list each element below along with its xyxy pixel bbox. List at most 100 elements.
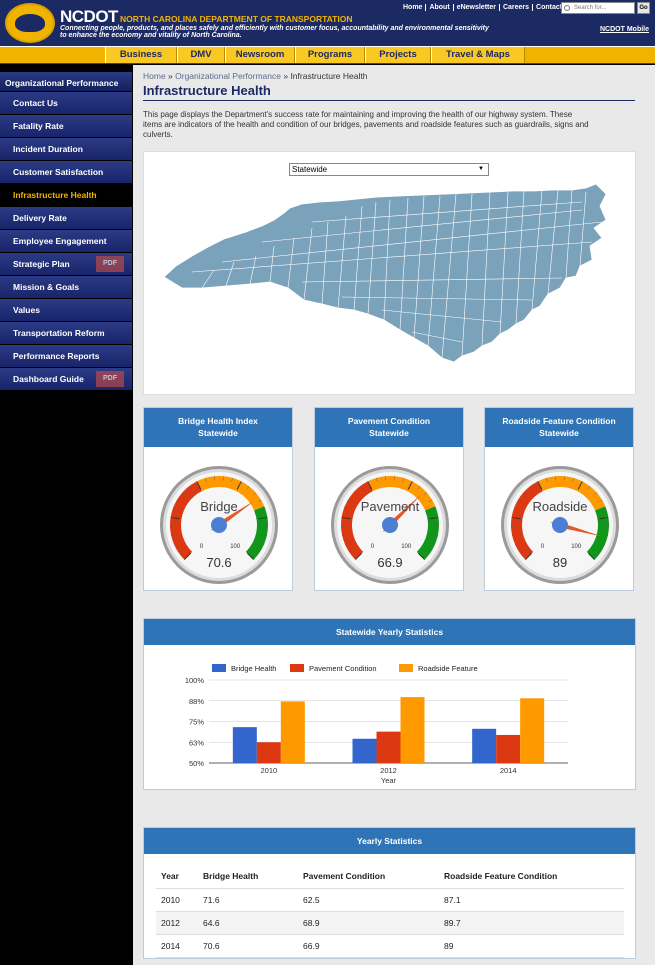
nav-programs[interactable]: Programs [295, 47, 365, 63]
breadcrumb-separator: » [280, 71, 291, 81]
county-boundary [367, 201, 377, 315]
x-tick-label: 2010 [260, 766, 277, 775]
y-tick-label: 100% [185, 676, 205, 685]
county-boundary [413, 195, 425, 339]
roadside-gauge: 0 100 [501, 466, 619, 584]
mobile-link[interactable]: NCDOT Mobile [600, 26, 649, 33]
gauge-header: Pavement Condition Statewide [315, 408, 463, 447]
gauge-minor-tick [519, 550, 523, 553]
sidebar-item-label: Fatality Rate [13, 121, 64, 131]
county-boundary [499, 191, 509, 335]
bar [352, 738, 377, 763]
tagline: Connecting people, products, and places … [60, 25, 489, 39]
nc-state-shape[interactable] [163, 183, 607, 363]
gauge-minor-tick [529, 486, 533, 490]
county-boundary [221, 221, 603, 263]
sidebar-item-label: Dashboard Guide [13, 374, 84, 384]
gauge-minor-tick [343, 508, 348, 510]
table-header-row: Year Bridge Health Pavement Condition Ro… [156, 864, 624, 889]
sidebar-item-contact-us[interactable]: Contact Us [0, 92, 132, 115]
county-boundary [201, 269, 215, 289]
breadcrumb-home[interactable]: Home [143, 71, 166, 81]
sidebar-heading[interactable]: Organizational Performance [0, 72, 132, 92]
gauge-minor-tick [263, 517, 268, 519]
gauge-minor-tick [511, 517, 516, 519]
sidebar-item-mission-goals[interactable]: Mission & Goals [0, 276, 132, 299]
legend-entry: Bridge Health [231, 664, 276, 673]
top-link-enewsletter[interactable]: eNewsletter [454, 4, 500, 11]
county-boundary [337, 215, 347, 309]
region-select[interactable]: Statewide ▼ [289, 163, 489, 176]
sidebar-item-label: Performance Reports [13, 351, 100, 361]
gauge-minor-tick [525, 556, 529, 560]
north-carolina-county-map[interactable] [162, 182, 612, 367]
search-input[interactable]: Search for... [561, 2, 635, 14]
nav-dmv[interactable]: DMV [177, 47, 225, 63]
sidebar-item-employee-engagement[interactable]: Employee Engagement [0, 230, 132, 253]
gauge-minor-tick [252, 492, 256, 496]
gauge-minor-tick [601, 542, 606, 545]
search-go-button[interactable]: Go [637, 2, 650, 14]
gauge-header: Roadside Feature Condition Statewide [485, 408, 633, 447]
sidebar-item-label: Employee Engagement [13, 236, 107, 246]
x-axis-label: Year [381, 776, 397, 785]
gauge-minor-tick [514, 542, 519, 545]
bar [232, 727, 257, 763]
gauge-minor-tick [176, 499, 181, 503]
top-link-home[interactable]: Home [400, 4, 427, 11]
bar [520, 698, 545, 763]
brand-name[interactable]: NCDOT [60, 7, 118, 26]
table-cell: 89 [439, 934, 624, 958]
sidebar-item-label: Delivery Rate [13, 213, 67, 223]
gauge-minor-tick [428, 499, 433, 503]
gauge-minor-tick [580, 481, 583, 485]
ncdot-seal-logo[interactable] [5, 3, 55, 43]
gauge-minor-tick [602, 508, 607, 510]
nav-projects[interactable]: Projects [365, 47, 431, 63]
chevron-down-icon: ▼ [478, 166, 484, 172]
bridge-gauge-card: Bridge Health Index Statewide 0 100 Bridg… [143, 407, 293, 591]
gauge-minor-tick [172, 508, 177, 510]
table-cell: 64.6 [198, 911, 298, 935]
county-lines [191, 189, 603, 359]
column-header: Roadside Feature Condition [439, 864, 624, 889]
search-placeholder: Search for... [574, 5, 607, 11]
top-link-careers[interactable]: Careers [500, 4, 534, 11]
breadcrumb-section[interactable]: Organizational Performance [175, 71, 281, 81]
gauge-minor-tick [587, 486, 591, 490]
table-cell: 66.9 [298, 934, 439, 958]
sidebar-item-performance-reports[interactable]: Performance Reports [0, 345, 132, 368]
sidebar-item-delivery-rate[interactable]: Delivery Rate [0, 207, 132, 230]
nav-travel-maps[interactable]: Travel & Maps [431, 47, 525, 63]
gauge-value: 89 [552, 555, 568, 570]
gauge-minor-tick [593, 492, 597, 496]
gauge-tick [246, 552, 255, 561]
pdf-icon: PDF [96, 371, 124, 387]
top-link-contact[interactable]: Contact [536, 4, 563, 11]
gauge-subtitle: Statewide [369, 428, 409, 438]
sidebar-item-infrastructure-health[interactable]: Infrastructure Health [0, 184, 132, 207]
gauge-minor-tick [523, 492, 527, 496]
top-link-about[interactable]: About [426, 4, 454, 11]
sidebar-item-label: Transportation Reform [13, 328, 105, 338]
gauge-minor-tick [262, 534, 267, 536]
bar [472, 728, 497, 763]
bar [496, 734, 521, 763]
nav-business[interactable]: Business [105, 47, 177, 63]
nav-newsroom[interactable]: Newsroom [225, 47, 295, 63]
gauge-minor-tick [170, 517, 175, 519]
sidebar-item-fatality-rate[interactable]: Fatality Rate [0, 115, 132, 138]
sidebar-item-customer-satisfaction[interactable]: Customer Satisfaction [0, 161, 132, 184]
table-row: 2012 64.6 68.9 89.7 [156, 911, 624, 935]
gauge-minor-tick [173, 542, 178, 545]
sidebar-item-incident-duration[interactable]: Incident Duration [0, 138, 132, 161]
gauge-minor-tick [182, 492, 186, 496]
gauge-minor-tick [517, 499, 522, 503]
gauge-title: Roadside Feature Condition [502, 416, 616, 426]
sidebar-item-dashboard-guide[interactable]: Dashboard Guide PDF [0, 368, 132, 391]
sidebar-item-values[interactable]: Values [0, 299, 132, 322]
table-cell: 87.1 [439, 888, 624, 912]
sidebar-item-strategic-plan[interactable]: Strategic Plan PDF [0, 253, 132, 276]
sidebar-item-transportation-reform[interactable]: Transportation Reform [0, 322, 132, 345]
gauge-minor-tick [256, 550, 260, 553]
